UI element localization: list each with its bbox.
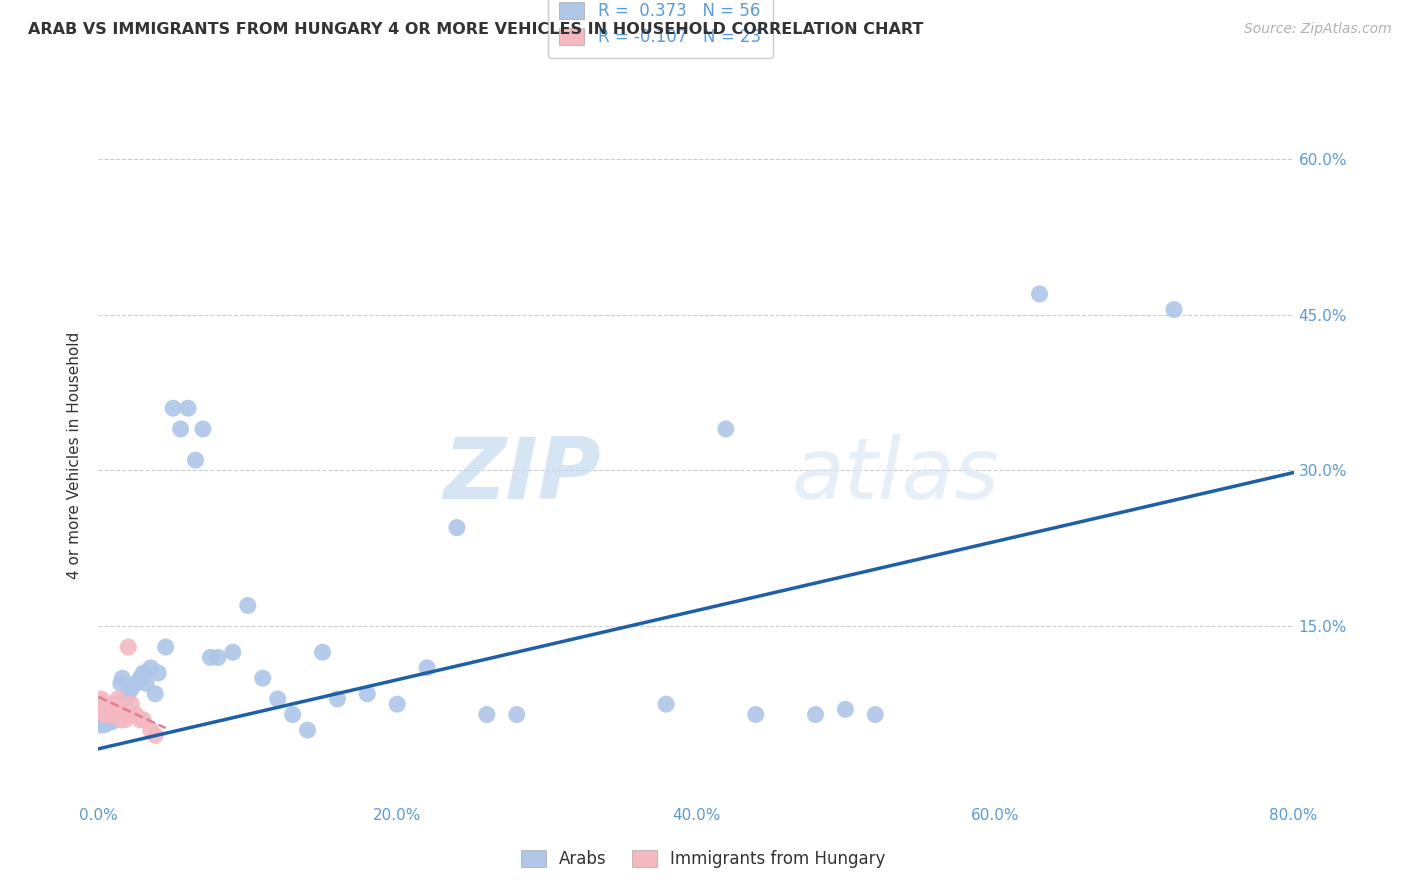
- Point: [162, 401, 184, 416]
- Point: [120, 697, 142, 711]
- Point: [101, 707, 124, 722]
- Point: [90, 692, 112, 706]
- Point: [834, 702, 856, 716]
- Point: [105, 707, 128, 722]
- Point: [98, 711, 122, 725]
- Point: [222, 645, 245, 659]
- Point: [139, 723, 162, 738]
- Point: [107, 692, 129, 706]
- Point: [416, 661, 439, 675]
- Text: ARAB VS IMMIGRANTS FROM HUNGARY 4 OR MORE VEHICLES IN HOUSEHOLD CORRELATION CHAR: ARAB VS IMMIGRANTS FROM HUNGARY 4 OR MOR…: [28, 22, 924, 37]
- Point: [865, 707, 887, 722]
- Point: [745, 707, 768, 722]
- Point: [236, 599, 259, 613]
- Point: [655, 697, 678, 711]
- Point: [117, 687, 139, 701]
- Point: [125, 707, 148, 722]
- Point: [252, 671, 274, 685]
- Point: [125, 676, 148, 690]
- Point: [90, 713, 112, 727]
- Point: [110, 713, 132, 727]
- Point: [200, 650, 222, 665]
- Point: [103, 705, 125, 719]
- Point: [714, 422, 737, 436]
- Point: [96, 707, 118, 722]
- Point: [114, 692, 136, 706]
- Point: [101, 714, 124, 729]
- Point: [96, 707, 118, 722]
- Point: [89, 702, 111, 716]
- Point: [191, 422, 214, 436]
- Point: [93, 718, 115, 732]
- Point: [506, 707, 529, 722]
- Point: [169, 422, 191, 436]
- Point: [91, 697, 114, 711]
- Point: [111, 671, 134, 685]
- Point: [120, 681, 142, 696]
- Point: [91, 707, 114, 722]
- Y-axis label: 4 or more Vehicles in Household: 4 or more Vehicles in Household: [67, 331, 83, 579]
- Point: [1028, 287, 1050, 301]
- Point: [94, 697, 117, 711]
- Point: [93, 707, 115, 722]
- Point: [117, 640, 139, 654]
- Point: [89, 718, 111, 732]
- Point: [94, 713, 117, 727]
- Point: [356, 687, 378, 701]
- Point: [103, 707, 125, 722]
- Point: [155, 640, 177, 654]
- Point: [129, 671, 152, 685]
- Point: [97, 702, 120, 716]
- Point: [446, 520, 468, 534]
- Point: [267, 692, 290, 706]
- Point: [148, 665, 170, 680]
- Point: [132, 665, 155, 680]
- Point: [135, 676, 157, 690]
- Point: [143, 687, 166, 701]
- Text: ZIP: ZIP: [443, 434, 600, 517]
- Point: [326, 692, 349, 706]
- Point: [114, 713, 136, 727]
- Point: [110, 676, 132, 690]
- Point: [132, 713, 155, 727]
- Text: atlas: atlas: [792, 434, 1000, 517]
- Legend: Arabs, Immigrants from Hungary: Arabs, Immigrants from Hungary: [515, 843, 891, 875]
- Point: [94, 702, 117, 716]
- Point: [104, 700, 127, 714]
- Point: [129, 713, 152, 727]
- Point: [97, 714, 120, 729]
- Text: Source: ZipAtlas.com: Source: ZipAtlas.com: [1244, 22, 1392, 37]
- Point: [107, 702, 129, 716]
- Point: [311, 645, 333, 659]
- Point: [177, 401, 200, 416]
- Point: [104, 697, 127, 711]
- Point: [281, 707, 304, 722]
- Point: [184, 453, 207, 467]
- Point: [105, 702, 128, 716]
- Point: [111, 707, 134, 722]
- Point: [207, 650, 229, 665]
- Point: [385, 697, 409, 711]
- Point: [139, 661, 162, 675]
- Point: [1163, 302, 1185, 317]
- Point: [804, 707, 827, 722]
- Legend: R =  0.373   N = 56, R = -0.107   N = 23: R = 0.373 N = 56, R = -0.107 N = 23: [548, 0, 772, 58]
- Point: [98, 697, 122, 711]
- Point: [475, 707, 498, 722]
- Point: [143, 728, 166, 742]
- Point: [297, 723, 319, 738]
